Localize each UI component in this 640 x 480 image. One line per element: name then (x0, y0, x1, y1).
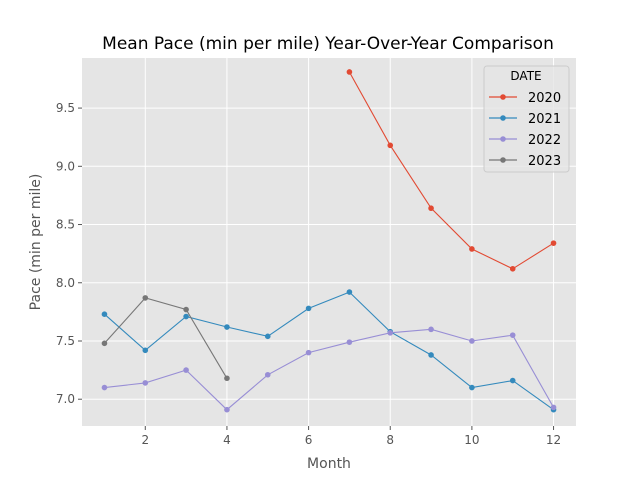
data-point (101, 384, 108, 391)
data-point (550, 240, 557, 246)
data-point (101, 311, 108, 318)
legend-item-2022: 2022 (489, 133, 561, 148)
data-point (346, 339, 353, 345)
legend-marker (500, 94, 506, 100)
data-point (142, 347, 149, 354)
x-axis-ticks: 2 4 6 8 10 12 (141, 426, 561, 447)
x-axis-label: Month (307, 456, 351, 472)
data-point (346, 69, 353, 75)
chart-title: Mean Pace (min per mile) Year-Over-Year … (102, 34, 554, 54)
data-point (469, 338, 475, 344)
data-point (264, 371, 271, 378)
x-tick-label: 8 (386, 433, 394, 447)
y-axis-label: Pace (min per mile) (28, 174, 44, 311)
data-point (101, 340, 108, 347)
data-point (183, 367, 189, 373)
legend-label: 2022 (528, 133, 561, 148)
data-point (387, 330, 394, 336)
y-tick-label: 7.5 (56, 334, 75, 348)
legend-marker (500, 115, 506, 121)
data-point (387, 142, 394, 149)
series-2020 (346, 69, 557, 272)
data-point (469, 384, 475, 391)
data-point (264, 333, 271, 340)
data-point (142, 295, 149, 301)
legend-item-2021: 2021 (489, 112, 561, 127)
series-2022 (101, 326, 557, 413)
x-tick-label: 2 (141, 433, 149, 447)
x-tick-label: 10 (464, 433, 479, 447)
series-layer (101, 69, 557, 413)
data-point (305, 349, 312, 356)
legend-marker (500, 157, 506, 163)
x-tick-label: 4 (223, 433, 231, 447)
series-2023 (101, 295, 230, 382)
y-axis-ticks: 7.0 7.5 8.0 8.5 9.0 9.5 (56, 101, 82, 406)
data-point (224, 406, 230, 413)
legend-marker (500, 136, 506, 142)
y-tick-label: 9.0 (56, 159, 75, 173)
data-point (346, 289, 353, 295)
data-point (183, 306, 189, 313)
legend-title: DATE (510, 69, 541, 83)
data-point (550, 404, 557, 411)
y-tick-label: 8.5 (56, 218, 75, 232)
y-tick-label: 7.0 (56, 392, 75, 406)
y-tick-label: 8.0 (56, 276, 75, 290)
series-line (104, 291, 554, 411)
x-tick-label: 6 (305, 433, 313, 447)
legend-label: 2023 (528, 154, 561, 169)
series-line (104, 297, 228, 379)
data-point (183, 313, 189, 320)
data-point (509, 377, 516, 384)
data-point (509, 265, 516, 272)
legend-item-2020: 2020 (489, 91, 561, 106)
data-point (428, 326, 434, 333)
y-tick-label: 9.5 (56, 101, 75, 115)
legend-box (483, 65, 570, 173)
data-point (509, 332, 516, 338)
data-point (428, 205, 434, 212)
data-point (428, 352, 434, 358)
series-line (348, 71, 554, 270)
data-point (469, 246, 475, 252)
legend-item-2023: 2023 (489, 154, 561, 169)
legend: DATE 2020 2021 2022 2023 (483, 65, 570, 173)
legend-label: 2021 (528, 112, 561, 127)
data-point (224, 324, 230, 330)
series-line (104, 328, 554, 411)
series-2021 (101, 289, 557, 413)
legend-label: 2020 (528, 91, 561, 106)
x-tick-label: 12 (546, 433, 561, 447)
data-point (305, 305, 312, 312)
data-point (224, 375, 230, 382)
data-point (142, 380, 149, 386)
